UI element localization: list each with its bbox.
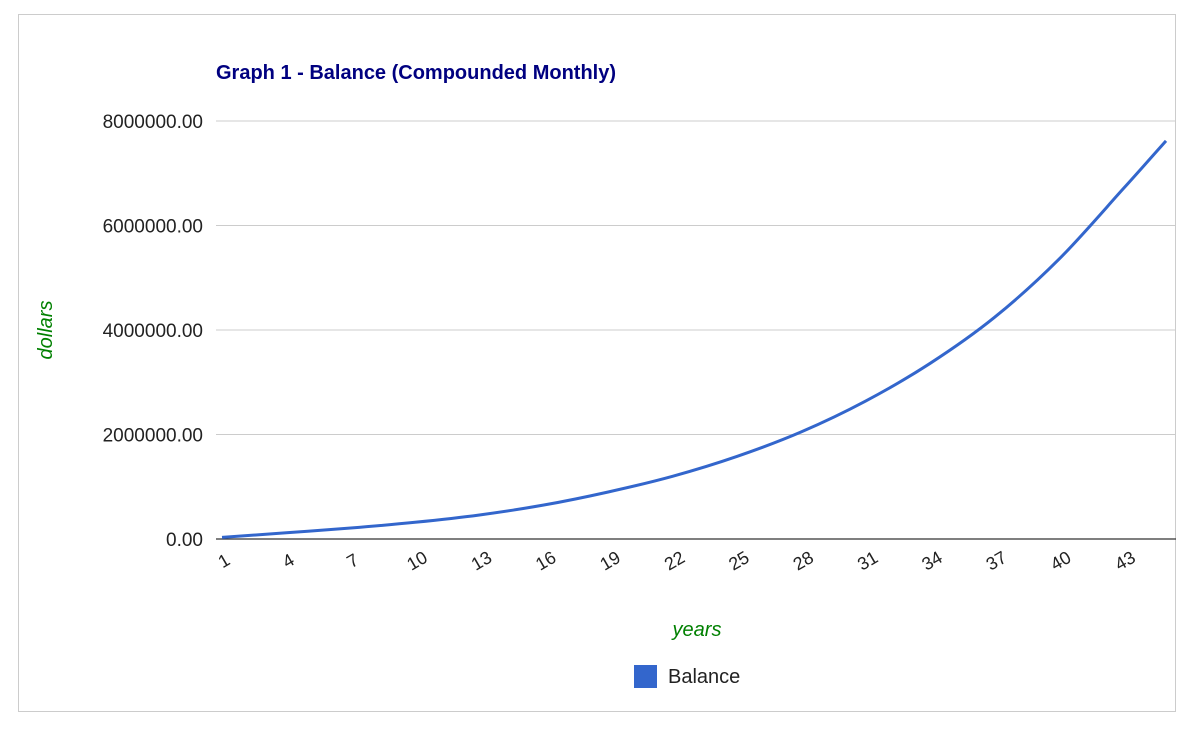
legend-label: Balance [668, 666, 740, 688]
x-tick-label: 31 [854, 547, 881, 574]
chart-title: Graph 1 - Balance (Compounded Monthly) [216, 62, 616, 84]
balance-series-line [221, 139, 1168, 539]
legend-swatch [634, 665, 657, 688]
y-tick-labels: 0.00 2000000.00 4000000.00 6000000.00 800000… [103, 112, 203, 551]
gridlines [216, 120, 1176, 435]
y-tick-label: 2000000.00 [103, 426, 203, 447]
x-tick-label: 37 [983, 547, 1010, 574]
x-tick-label: 1 [215, 550, 234, 572]
x-tick-label: 10 [403, 547, 430, 574]
y-tick-label: 0.00 [166, 530, 203, 551]
y-tick-label: 6000000.00 [103, 217, 203, 238]
x-tick-label: 4 [279, 550, 298, 572]
x-tick-label: 34 [918, 547, 945, 574]
x-tick-label: 7 [343, 550, 362, 572]
x-tick-label: 16 [532, 547, 559, 574]
chart-frame [18, 14, 1176, 712]
x-tick-label: 40 [1047, 547, 1074, 574]
y-tick-label: 8000000.00 [103, 112, 203, 133]
x-tick-label: 25 [725, 547, 752, 574]
x-tick-label: 22 [661, 547, 688, 574]
x-tick-label: 28 [790, 547, 817, 574]
y-tick-label: 4000000.00 [103, 321, 203, 342]
x-tick-label: 13 [468, 547, 495, 574]
x-axis-title: years [671, 619, 722, 641]
x-tick-labels: 1 4 7 10 13 16 19 22 25 28 31 34 37 40 43 [215, 547, 1139, 574]
x-tick-label: 43 [1111, 547, 1138, 574]
y-axis-title: dollars [35, 301, 57, 360]
x-tick-label: 19 [597, 547, 624, 574]
